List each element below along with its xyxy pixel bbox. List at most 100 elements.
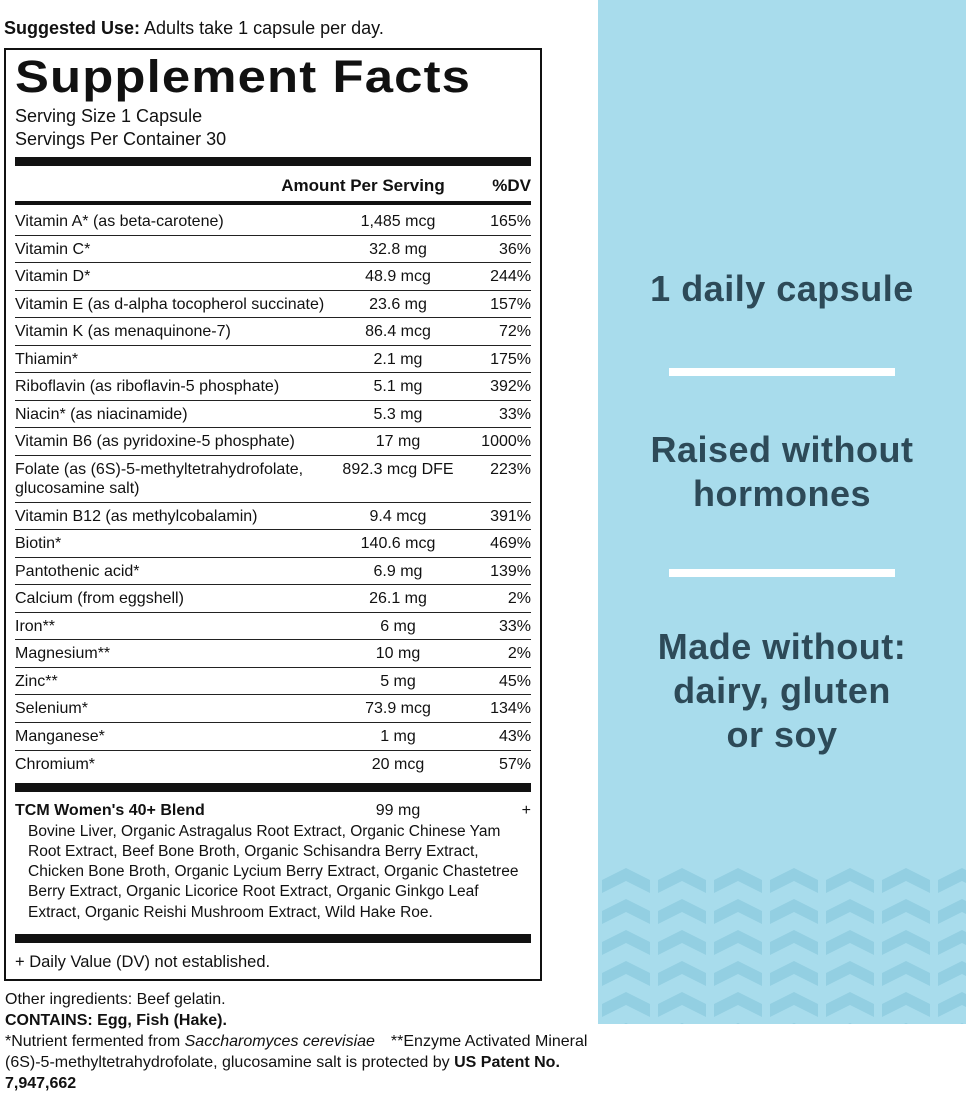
nutrient-amount: 5 mg xyxy=(380,672,416,690)
nutrient-name: Folate (as (6S)-5-methyltetrahydrofolate… xyxy=(15,460,304,498)
nutrient-amount: 9.4 mcg xyxy=(369,507,427,525)
nutrient-dv: 392% xyxy=(490,378,531,396)
claim-line: dairy, gluten xyxy=(673,670,891,711)
nutrient-amount: 6 mg xyxy=(380,617,416,635)
table-row: Iron** 6 mg 33% xyxy=(15,611,531,640)
suggested-use-value: Adults take 1 capsule per day. xyxy=(140,18,384,38)
nutrient-name: Calcium (from eggshell) xyxy=(15,590,184,608)
supplement-facts-title-wrap: Supplement Facts xyxy=(15,53,531,106)
nutrient-amount: 140.6 mcg xyxy=(360,535,436,553)
table-row: Niacin* (as niacinamide) 5.3 mg 33% xyxy=(15,399,531,428)
nutrient-name: Thiamin* xyxy=(15,350,79,368)
nutrient-dv: 157% xyxy=(490,295,531,313)
separator-bar-medium xyxy=(15,201,531,206)
nutrient-amount: 1 mg xyxy=(380,728,416,745)
nutrient-amount: 26.1 mg xyxy=(369,590,427,608)
claim-raised-without-hormones: Raised without hormones xyxy=(598,428,966,516)
nutrient-amount: 1,485 mcg xyxy=(360,213,436,231)
nutrient-amount: 5.3 mg xyxy=(373,405,423,423)
nutrient-dv: 244% xyxy=(490,268,531,286)
blend-amount: 99 mg xyxy=(375,802,421,820)
percent-dv-header: %DV xyxy=(492,176,531,196)
patent-note: (6S)-5-methyltetrahydrofolate, glucosami… xyxy=(5,1052,590,1094)
claim-line: or soy xyxy=(726,714,838,755)
separator-bar-thick xyxy=(15,157,531,167)
nutrient-amount: 73.9 mcg xyxy=(365,700,431,718)
nutrients-header-row: Amount Per Serving %DV xyxy=(15,172,531,198)
nutrient-dv: 1000% xyxy=(481,433,531,451)
nutrient-amount: 17 mg xyxy=(375,433,421,451)
table-row: Magnesium** 10 mg 2% xyxy=(15,639,531,667)
table-row: Vitamin K (as menaquinone-7) 86.4 mcg 72… xyxy=(15,317,531,345)
table-row: Vitamin D* 48.9 mcg 244% xyxy=(15,262,531,290)
nutrient-dv: 391% xyxy=(490,507,531,525)
facts-table: Vitamin A* (as beta-carotene) 1,485 mcg … xyxy=(15,208,531,777)
nutrient-dv: 2% xyxy=(507,590,531,608)
suggested-use-label: Suggested Use: xyxy=(4,18,141,38)
nutrient-dv: 175% xyxy=(490,350,531,368)
nutrient-amount: 2.1 mg xyxy=(373,350,423,368)
table-row: Vitamin C* 32.8 mg 36% xyxy=(15,234,531,263)
table-row: Thiamin* 2.1 mg 175% xyxy=(15,344,531,373)
table-row: Vitamin B12 (as methylcobalamin) 9.4 mcg… xyxy=(15,501,531,530)
table-row: Folate (as (6S)-5-methyltetrahydrofolate… xyxy=(15,454,531,502)
nutrient-amount: 892.3 mcg DFE xyxy=(342,460,454,478)
claim-daily-capsule: 1 daily capsule xyxy=(598,267,966,311)
nutrient-amount: 10 mg xyxy=(375,645,421,663)
nutrient-name: Niacin* (as niacinamide) xyxy=(15,405,188,423)
nutrient-dv: 139% xyxy=(490,562,531,580)
nutrient-dv: 134% xyxy=(490,700,531,718)
marketing-sidebar: 1 daily capsule Raised without hormones … xyxy=(598,0,966,1024)
claim-divider xyxy=(669,368,895,376)
table-row: Biotin* 140.6 mcg 469% xyxy=(15,529,531,557)
patent-note-prefix: (6S)-5-methyltetrahydrofolate, glucosami… xyxy=(5,1054,455,1072)
nutrient-amount: 86.4 mcg xyxy=(365,323,431,341)
table-row: Calcium (from eggshell) 26.1 mg 2% xyxy=(15,584,531,612)
claim-made-without: Made without: dairy, gluten or soy xyxy=(598,625,966,757)
nutrient-dv: 2% xyxy=(507,645,531,663)
nutrient-amount: 23.6 mg xyxy=(369,295,427,313)
table-row: Vitamin A* (as beta-carotene) 1,485 mcg … xyxy=(15,208,531,235)
nutrient-name: Vitamin B12 (as methylcobalamin) xyxy=(15,507,258,525)
table-row: Manganese* 1 mg 43% xyxy=(15,722,531,750)
table-row: Vitamin B6 (as pyridoxine-5 phosphate) 1… xyxy=(15,427,531,455)
nutrient-name: Magnesium** xyxy=(15,645,111,663)
fermentation-note: *Nutrient fermented from Saccharomyces c… xyxy=(5,1031,590,1052)
contains-statement: CONTAINS: Egg, Fish (Hake). xyxy=(5,1011,227,1029)
separator-bar-thick xyxy=(15,933,531,943)
nutrient-dv: 45% xyxy=(498,672,531,690)
nutrient-name: Pantothenic acid* xyxy=(15,562,140,580)
table-row: Zinc** 5 mg 45% xyxy=(15,666,531,695)
suggested-use-text: Suggested Use: Adults take 1 capsule per… xyxy=(4,18,590,40)
claim-line: Raised without xyxy=(650,429,914,470)
nutrient-dv: 33% xyxy=(498,617,531,635)
nutrient-name: Manganese* xyxy=(15,728,105,745)
nutrient-name: Vitamin B6 (as pyridoxine-5 phosphate) xyxy=(15,433,295,451)
nutrient-name: Vitamin E (as d-alpha tocopherol succina… xyxy=(15,295,325,313)
separator-bar-thick xyxy=(15,783,531,793)
nutrient-dv: 43% xyxy=(498,728,531,745)
nutrient-dv: 223% xyxy=(490,460,531,478)
nutrient-dv: 36% xyxy=(498,240,531,258)
nutrient-name: Vitamin C* xyxy=(15,240,91,258)
species-name: Saccharomyces cerevisiae xyxy=(184,1032,375,1050)
table-row: Chromium* 20 mcg 57% xyxy=(15,749,531,778)
chevron-pattern xyxy=(598,866,966,1024)
fermentation-note-prefix: *Nutrient fermented from xyxy=(5,1032,185,1050)
supplement-facts-title: Supplement Facts xyxy=(15,50,472,102)
blend-name: TCM Women's 40+ Blend xyxy=(15,802,205,820)
blend-ingredients: Bovine Liver, Organic Astragalus Root Ex… xyxy=(28,823,519,921)
nutrient-amount: 48.9 mcg xyxy=(365,268,431,286)
nutrient-dv: 469% xyxy=(490,535,531,553)
table-row: Pantothenic acid* 6.9 mg 139% xyxy=(15,556,531,585)
nutrient-name: Vitamin D* xyxy=(15,268,91,286)
daily-value-footnote: + Daily Value (DV) not established. xyxy=(15,952,271,971)
table-row: Riboflavin (as riboflavin-5 phosphate) 5… xyxy=(15,372,531,400)
claim-divider xyxy=(669,569,895,577)
nutrient-amount: 5.1 mg xyxy=(373,378,423,396)
serving-size: Serving Size 1 Capsule xyxy=(15,106,203,127)
nutrient-amount: 20 mcg xyxy=(371,755,425,773)
claim-line: Made without: xyxy=(657,626,907,667)
nutrient-dv: 165% xyxy=(490,213,531,231)
claim-line: 1 daily capsule xyxy=(650,268,914,309)
